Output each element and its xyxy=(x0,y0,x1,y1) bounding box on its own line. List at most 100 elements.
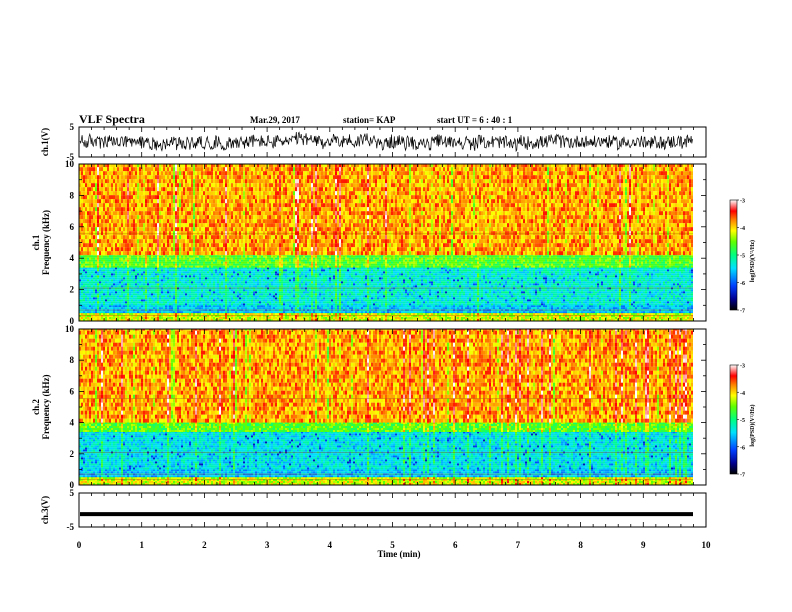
spectrogram-cell xyxy=(117,265,119,268)
spectrogram-cell xyxy=(181,301,183,304)
spectrogram-cell xyxy=(189,243,191,248)
spectrogram-cell xyxy=(139,279,141,282)
spectrogram-cell xyxy=(181,291,183,294)
spectrogram-cell xyxy=(181,191,183,196)
spectrogram-cell xyxy=(165,231,167,236)
spectrogram-cell xyxy=(231,287,233,290)
spectrogram-cell xyxy=(205,175,207,180)
spectrogram-cell xyxy=(249,317,251,319)
spectrogram-cell xyxy=(179,261,181,264)
spectrogram-cell xyxy=(165,275,167,278)
spectrogram-cell xyxy=(193,227,195,232)
spectrogram-cell xyxy=(155,279,157,282)
spectrogram-cell xyxy=(223,315,225,317)
spectrogram-cell xyxy=(201,291,203,294)
spectrogram-cell xyxy=(231,269,233,272)
spectrogram-cell xyxy=(113,211,115,216)
spectrogram-cell xyxy=(159,285,161,288)
spectrogram-cell xyxy=(191,231,193,236)
spectrogram-cell xyxy=(207,257,209,260)
spectrogram-cell xyxy=(115,164,117,168)
spectrogram-cell xyxy=(103,171,105,176)
spectrogram-cell xyxy=(209,223,211,228)
spectrogram-cell xyxy=(237,301,239,304)
spectrogram-cell xyxy=(185,267,187,270)
spectrogram-cell xyxy=(231,203,233,208)
spectrogram-cell xyxy=(103,219,105,224)
spectrogram-cell xyxy=(161,183,163,188)
spectrogram-cell xyxy=(155,239,157,244)
spectrogram-cell xyxy=(121,267,123,270)
spectrogram-cell xyxy=(217,289,219,292)
spectrogram-cell xyxy=(131,195,133,200)
spectrogram-cell xyxy=(109,279,111,282)
spectrogram-cell xyxy=(195,295,197,298)
spectrogram-cell xyxy=(95,269,97,272)
spectrogram-cell xyxy=(109,315,111,317)
spectrogram-cell xyxy=(183,227,185,232)
spectrogram-cell xyxy=(127,289,129,292)
spectrogram-cell xyxy=(189,299,191,302)
spectrogram-cell xyxy=(191,199,193,204)
spectrogram-cell xyxy=(107,227,109,232)
spectrogram-cell xyxy=(187,315,189,317)
spectrogram-cell xyxy=(209,267,211,270)
spectrogram-cell xyxy=(233,199,235,204)
spectrogram-cell xyxy=(245,247,247,252)
spectrogram-cell xyxy=(149,187,151,192)
spectrogram-cell xyxy=(123,263,125,266)
spectrogram-cell xyxy=(143,239,145,244)
spectrogram-cell xyxy=(171,267,173,270)
spectrogram-cell xyxy=(157,289,159,292)
spectrogram-cell xyxy=(185,211,187,216)
spectrogram-cell xyxy=(89,235,91,240)
spectrogram-cell xyxy=(179,313,181,315)
spectrogram-cell xyxy=(143,277,145,280)
spectrogram-cell xyxy=(189,251,191,256)
spectrogram-cell xyxy=(85,219,87,224)
spectrogram-cell xyxy=(81,283,83,286)
spectrogram-cell xyxy=(217,265,219,268)
spectrogram-cell xyxy=(235,211,237,216)
spectrogram-cell xyxy=(101,219,103,224)
spectrogram-cell xyxy=(207,293,209,296)
spectrogram-cell xyxy=(163,257,165,260)
spectrogram-cell xyxy=(243,215,245,220)
spectrogram-cell xyxy=(187,295,189,298)
spectrogram-cell xyxy=(145,265,147,268)
spectrogram-cell xyxy=(243,277,245,280)
spectrogram-cell xyxy=(191,267,193,270)
spectrogram-cell xyxy=(109,297,111,300)
spectrogram-cell xyxy=(205,223,207,228)
spectrogram-cell xyxy=(169,191,171,196)
spectrogram-cell xyxy=(107,243,109,248)
spectrogram-cell xyxy=(227,295,229,298)
spectrogram-cell xyxy=(169,259,171,262)
spectrogram-cell xyxy=(203,277,205,280)
spectrogram-cell xyxy=(81,311,83,314)
spectrogram-cell xyxy=(239,297,241,300)
spectrogram-cell xyxy=(115,251,117,256)
spectrogram-cell xyxy=(143,175,145,180)
spectrogram-cell xyxy=(181,183,183,188)
spectrogram-cell xyxy=(141,281,143,284)
spectrogram-cell xyxy=(173,187,175,192)
spectrogram-cell xyxy=(129,311,131,314)
spectrogram-cell xyxy=(113,301,115,304)
spectrogram-cell xyxy=(181,311,183,314)
spectrogram-cell xyxy=(79,269,81,272)
spectrogram-cell xyxy=(225,281,227,284)
spectrogram-cell xyxy=(247,265,249,268)
spectrogram-cell xyxy=(161,289,163,292)
spectrogram-cell xyxy=(119,271,121,274)
spectrogram-cell xyxy=(103,261,105,264)
spectrogram-cell xyxy=(83,207,85,212)
spectrogram-cell xyxy=(159,223,161,228)
spectrogram-cell xyxy=(243,164,245,168)
spectrogram-cell xyxy=(225,311,227,314)
spectrogram-cell xyxy=(123,251,125,256)
spectrogram-cell xyxy=(243,263,245,266)
spectrogram-cell xyxy=(103,263,105,266)
spectrogram-cell xyxy=(95,285,97,288)
spectrogram-cell xyxy=(129,299,131,302)
